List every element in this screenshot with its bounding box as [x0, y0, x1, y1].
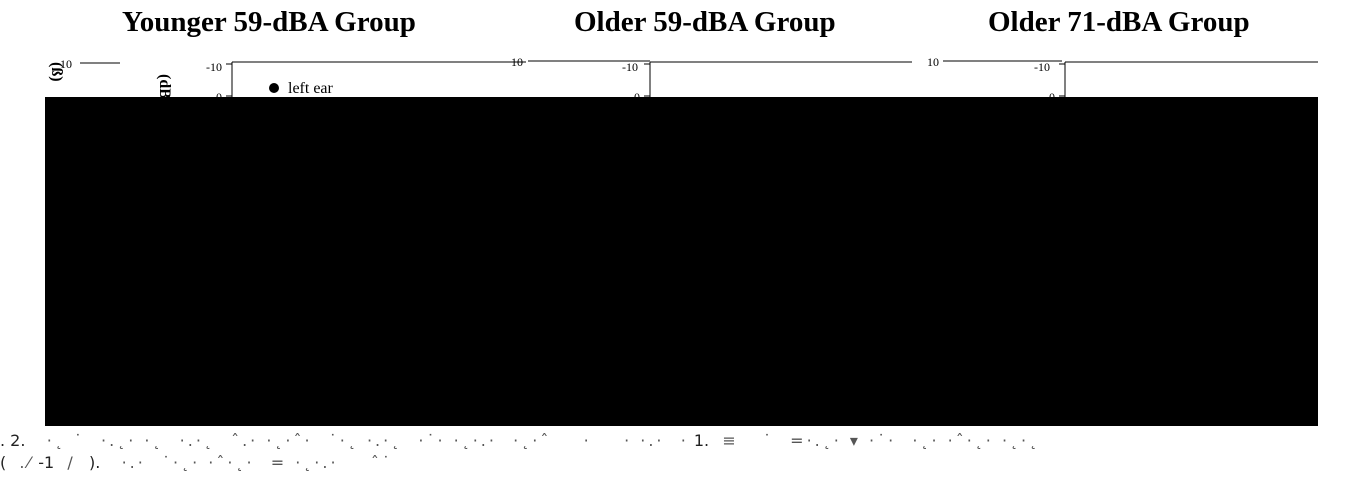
caption-inline-number: 1. [693, 431, 710, 450]
panel-title-older-59: Older 59-dBA Group [574, 6, 836, 38]
y-tick-label-top: -10 [206, 60, 222, 74]
y-tick-label-top: -10 [1034, 60, 1050, 74]
legend-label-left-ear: left ear [288, 80, 334, 97]
chart-canvas: 10 10 10 (ß) (dB -10 0 left ear -10 0 -1… [48, 55, 1318, 110]
caption-illegible-run: .⁄ [11, 453, 34, 472]
panel-title-older-71: Older 71-dBA Group [988, 6, 1250, 38]
caption-paren-open: ( [0, 453, 7, 472]
caption-illegible-run: ≡ ˙ =·.˛· ▾ ·˙· ·˛· ·ˆ·˛· ·˛·˛ [714, 431, 1041, 450]
outer-tick-label-3: 10 [927, 55, 939, 69]
y-tick-label-top: -10 [622, 60, 638, 74]
figure-caption: . 2. ·˛ ˙ ·.˛· ·˛ ·.·˛ ˆ.· ·˛·ˆ· ˙·˛ ·.·… [0, 430, 1355, 474]
outer-tick-label-1: 10 [60, 57, 72, 71]
caption-illegible-run: ·.· ˙·˛· ·ˆ·˛· = ·˛·.· ˆ˙ [105, 453, 393, 472]
caption-figure-number: . 2. [0, 431, 26, 450]
legend-marker-left-ear [269, 83, 279, 93]
caption-illegible-run: / [59, 453, 84, 472]
caption-line-1: . 2. ·˛ ˙ ·.˛· ·˛ ·.·˛ ˆ.· ·˛·ˆ· ˙·˛ ·.·… [0, 430, 1355, 452]
y-axis-label-fragment: (dB [156, 74, 173, 99]
panel-title-younger-59: Younger 59-dBA Group [122, 6, 416, 38]
caption-line-2: ( .⁄ -1 / ). ·.· ˙·˛· ·ˆ·˛· = ·˛·.· ˆ˙ [0, 452, 1355, 474]
panel-older-71: -10 0 [1034, 60, 1318, 110]
caption-inline-range: -1 [38, 453, 55, 472]
caption-illegible-run: ·˛ ˙ ·.˛· ·˛ ·.·˛ ˆ.· ·˛·ˆ· ˙·˛ ·.·˛ ·˙·… [30, 431, 689, 450]
caption-paren-close: ). [88, 453, 101, 472]
outer-y-label-glyph: (ß) [48, 62, 65, 82]
redaction-block [45, 97, 1318, 426]
